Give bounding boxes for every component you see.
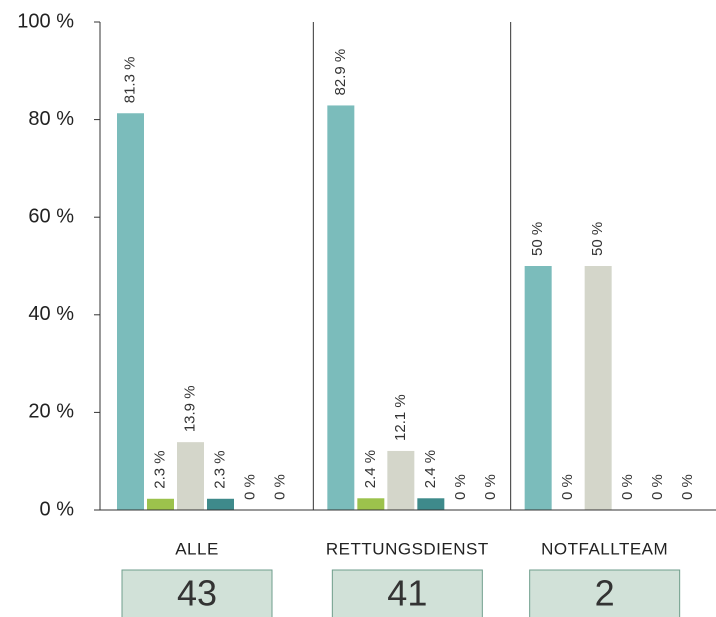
bar	[117, 113, 144, 511]
y-tick-label: 20 %	[28, 401, 74, 423]
value-label: 0 %	[241, 474, 258, 500]
value-label: 2.3 %	[151, 450, 168, 488]
value-label: 0 %	[559, 474, 576, 500]
total-box	[529, 569, 681, 617]
category-label: ALLE	[175, 539, 219, 558]
total-value: 41	[387, 573, 427, 614]
total-box	[331, 569, 483, 617]
value-label: 50 %	[529, 222, 546, 256]
total-value: 43	[177, 573, 217, 614]
y-tick-label: 0 %	[40, 498, 75, 520]
y-tick-label: 40 %	[28, 303, 74, 325]
y-tick-label: 80 %	[28, 108, 74, 130]
y-tick-label: 100 %	[17, 10, 74, 32]
value-label: 81.3 %	[121, 57, 138, 104]
value-label: 2.3 %	[211, 450, 228, 488]
value-label: 0 %	[482, 474, 499, 500]
value-label: 0 %	[271, 474, 288, 500]
bar	[147, 498, 174, 510]
bar	[207, 498, 234, 510]
value-label: 2.4 %	[362, 450, 379, 488]
value-label: 2.4 %	[422, 450, 439, 488]
y-tick-label: 60 %	[28, 205, 74, 227]
category-label: RETTUNGSDIENST	[326, 539, 489, 558]
value-label: 0 %	[619, 474, 636, 500]
total-box	[121, 569, 273, 617]
value-label: 12.1 %	[392, 394, 409, 441]
total-value: 2	[595, 573, 615, 614]
bar	[584, 266, 612, 510]
bar	[387, 450, 415, 510]
bar	[327, 105, 355, 510]
value-label: 13.9 %	[181, 385, 198, 432]
bar	[417, 498, 445, 510]
category-label: NOTFALLTEAM	[541, 539, 668, 558]
value-label: 50 %	[589, 222, 606, 256]
bar	[177, 442, 204, 510]
value-label: 0 %	[679, 474, 696, 500]
bar	[357, 498, 385, 510]
value-label: 0 %	[452, 474, 469, 500]
value-label: 0 %	[649, 474, 666, 500]
value-label: 82.9 %	[332, 49, 349, 96]
bar	[524, 266, 552, 510]
